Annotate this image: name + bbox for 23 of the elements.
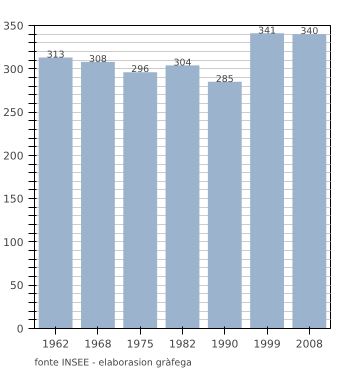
data-label: 308 bbox=[89, 54, 107, 65]
y-tick-label: 100 bbox=[3, 236, 24, 249]
y-tick-label: 300 bbox=[3, 62, 24, 76]
data-label: 341 bbox=[258, 25, 276, 36]
data-label: 304 bbox=[174, 57, 192, 68]
x-tick-label: 1999 bbox=[254, 338, 281, 350]
data-label: 313 bbox=[46, 50, 65, 61]
data-label: 285 bbox=[216, 74, 234, 85]
x-tick-label: 1968 bbox=[84, 338, 112, 350]
x-tick-label: 1990 bbox=[211, 338, 239, 350]
y-tick-label: 0 bbox=[16, 322, 24, 336]
x-tick-label: 1975 bbox=[126, 338, 154, 350]
x-tick-label: 1982 bbox=[168, 338, 196, 350]
y-tick-label: 150 bbox=[3, 192, 24, 206]
x-tick-label: 1962 bbox=[42, 338, 70, 350]
y-tick-label: 50 bbox=[10, 279, 24, 292]
x-tick-label: 2008 bbox=[296, 338, 324, 350]
data-label: 340 bbox=[300, 26, 318, 38]
y-tick-label: 250 bbox=[3, 106, 24, 120]
y-tick-label: 350 bbox=[3, 20, 24, 32]
data-label: 296 bbox=[131, 64, 150, 76]
source-note: fonte INSEE - elaborasion gràfega bbox=[34, 358, 192, 368]
y-tick-label: 200 bbox=[3, 149, 24, 162]
